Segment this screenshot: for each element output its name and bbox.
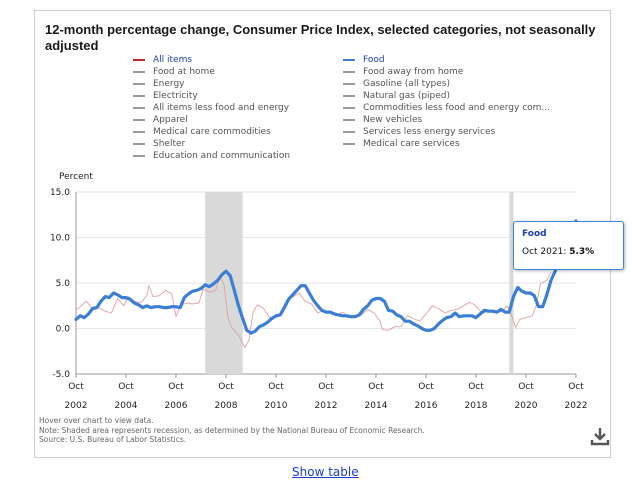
footnote-source: Source: U.S. Bureau of Labor Statistics. (39, 435, 187, 444)
legend-label: Commodities less food and energy com... (363, 103, 551, 113)
legend-swatch (133, 119, 145, 121)
legend-swatch (133, 143, 145, 145)
legend-swatch (133, 131, 145, 133)
x-tick-year: 2006 (165, 401, 188, 411)
footnote-note: Note: Shaded area represents recession, … (39, 425, 425, 435)
x-tick-month: Oct (418, 382, 434, 392)
x-tick-year: 2010 (265, 401, 288, 411)
legend-swatch (133, 59, 145, 61)
y-tick-label: 0.0 (56, 325, 71, 335)
data-tooltip: Food Oct 2021: 5.3% (513, 221, 624, 270)
legend-item[interactable]: New vehicles (343, 114, 550, 126)
y-tick-label: 10.0 (50, 234, 70, 244)
show-table-link[interactable]: Show table (292, 465, 359, 479)
x-tick-month: Oct (568, 382, 584, 392)
x-tick-month: Oct (268, 382, 284, 392)
y-tick-label: 15.0 (50, 188, 70, 198)
chart-panel: 12-month percentage change, Consumer Pri… (34, 10, 624, 458)
legend-item[interactable]: Gasoline (all types) (343, 78, 550, 90)
legend-label: Medical care commodities (153, 127, 271, 137)
tooltip-value: 5.3% (569, 247, 595, 257)
x-tick-year: 2022 (565, 401, 588, 411)
tooltip-body: Oct 2021: 5.3% (522, 247, 595, 257)
legend-item[interactable]: Food away from home (343, 66, 550, 78)
legend-swatch (133, 83, 145, 85)
y-axis-label: Percent (59, 172, 93, 182)
x-tick-month: Oct (68, 382, 84, 392)
legend-label: Food (363, 55, 385, 65)
legend-label: Natural gas (piped) (363, 91, 451, 101)
legend-swatch (343, 143, 355, 145)
legend-item[interactable]: Services less energy services (343, 126, 550, 138)
footnote-hover: Hover over chart to view data. (39, 416, 154, 425)
legend-label: Food away from home (363, 67, 464, 77)
legend-label: New vehicles (363, 115, 423, 125)
legend-item[interactable]: Medical care commodities (133, 126, 290, 138)
legend-label: Electricity (153, 91, 198, 101)
legend-item[interactable]: Shelter (133, 138, 290, 150)
legend-swatch (343, 83, 355, 85)
legend-label: Apparel (153, 115, 188, 125)
chart-title: 12-month percentage change, Consumer Pri… (45, 22, 596, 53)
y-tick-label: 5.0 (56, 279, 71, 289)
footnotes: Hover over chart to view data. Note: Sha… (39, 416, 425, 445)
recession-band (509, 192, 514, 374)
x-tick-month: Oct (468, 382, 484, 392)
x-tick-year: 2002 (65, 401, 88, 411)
x-tick-year: 2016 (415, 401, 438, 411)
legend-item[interactable]: Natural gas (piped) (343, 90, 550, 102)
legend-label: All items less food and energy (153, 103, 290, 113)
legend-item[interactable]: All items (133, 54, 290, 66)
x-tick-month: Oct (368, 382, 384, 392)
legend-label: Food at home (153, 67, 215, 77)
legend-right: Food Food away from home Gasoline (all typ… (343, 54, 550, 150)
legend-swatch (343, 131, 355, 133)
x-tick-year: 2014 (365, 401, 388, 411)
legend-item[interactable]: Commodities less food and energy com... (343, 102, 550, 114)
x-tick-year: 2012 (315, 401, 338, 411)
x-tick-month: Oct (168, 382, 184, 392)
series-line-food[interactable] (74, 219, 578, 335)
legend-label: All items (153, 55, 193, 65)
legend-swatch (133, 95, 145, 97)
legend-swatch (343, 107, 355, 109)
legend-swatch (133, 107, 145, 109)
x-tick-year: 2004 (115, 401, 138, 411)
legend-swatch (133, 155, 145, 157)
legend-swatch (343, 119, 355, 121)
legend-swatch (133, 71, 145, 73)
x-tick-year: 2020 (515, 401, 538, 411)
tooltip-date: Oct 2021 (522, 247, 564, 257)
legend-item[interactable]: Energy (133, 78, 290, 90)
legend-label: Gasoline (all types) (363, 79, 450, 89)
x-tick-month: Oct (118, 382, 134, 392)
legend-swatch (343, 71, 355, 73)
legend-label: Medical care services (363, 139, 460, 149)
x-tick-month: Oct (218, 382, 234, 392)
line-chart[interactable]: Percent 15.0 10.0 5.0 0.0 -5.0 Oct 2002 Oct 2004… (35, 171, 610, 411)
legend-item[interactable]: Education and communication (133, 150, 290, 162)
series-line-all-items[interactable] (75, 271, 552, 349)
legend-item[interactable]: All items less food and energy (133, 102, 290, 114)
legend-item[interactable]: Food (343, 54, 550, 66)
legend-left: All items Food at home Energy Electricity Al… (133, 54, 290, 162)
legend-swatch (343, 59, 355, 61)
download-icon[interactable] (588, 424, 612, 448)
x-tick-month: Oct (518, 382, 534, 392)
x-tick-month: Oct (318, 382, 334, 392)
legend-label: Education and communication (153, 151, 291, 161)
x-tick-year: 2008 (215, 401, 238, 411)
legend-item[interactable]: Medical care services (343, 138, 550, 150)
legend-label: Energy (153, 79, 185, 89)
y-tick-label: -5.0 (52, 370, 70, 380)
legend-item[interactable]: Apparel (133, 114, 290, 126)
legend-swatch (343, 95, 355, 97)
recession-band (205, 192, 243, 374)
legend-item[interactable]: Food at home (133, 66, 290, 78)
x-tick-year: 2018 (465, 401, 488, 411)
tooltip-series: Food (522, 229, 547, 239)
legend-label: Services less energy services (363, 127, 496, 137)
legend-label: Shelter (153, 139, 186, 149)
legend-item[interactable]: Electricity (133, 90, 290, 102)
